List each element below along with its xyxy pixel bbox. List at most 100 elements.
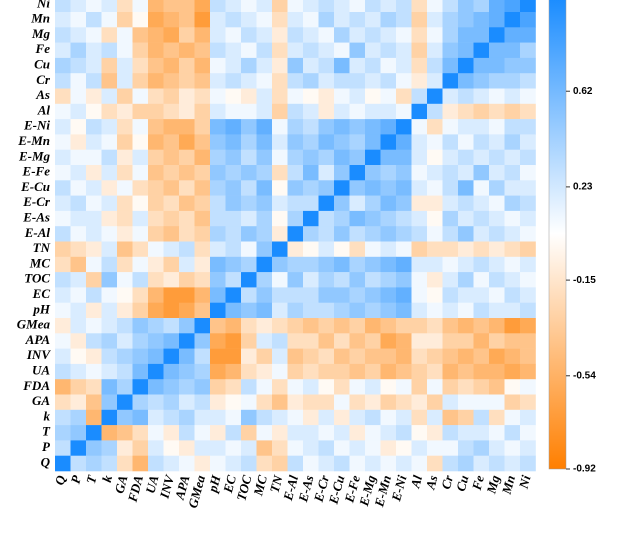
heatmap-cell	[194, 12, 211, 28]
heatmap-cell	[179, 195, 195, 212]
heatmap-cell	[86, 134, 102, 150]
y-tick-label: Mg	[31, 26, 51, 41]
heatmap-cell	[489, 12, 505, 28]
heatmap-cell	[179, 425, 195, 441]
heatmap-cell	[427, 165, 443, 181]
heatmap-cell	[318, 27, 335, 43]
heatmap-cell	[225, 103, 242, 120]
heatmap-cell	[70, 272, 87, 288]
heatmap-cell	[318, 88, 335, 105]
heatmap-cell	[179, 180, 195, 196]
heatmap-cell	[132, 379, 149, 395]
heatmap-cell	[241, 165, 257, 181]
heatmap-cell	[101, 149, 118, 166]
heatmap-cell	[86, 165, 102, 181]
heatmap-cell	[101, 0, 118, 13]
heatmap-cell	[427, 180, 443, 196]
heatmap-cell	[442, 27, 459, 43]
heatmap-cell	[442, 363, 459, 380]
colorbar-tick-label: -0.15	[573, 275, 596, 286]
heatmap-cell	[287, 119, 304, 135]
heatmap-cell	[473, 256, 490, 273]
heatmap-cell	[287, 287, 304, 303]
heatmap-cell	[256, 42, 273, 59]
heatmap-cell	[70, 88, 87, 105]
heatmap-cell	[349, 318, 366, 334]
heatmap-cell	[442, 180, 459, 196]
heatmap-cell	[303, 42, 319, 59]
x-tick-label: Al	[407, 473, 425, 490]
heatmap-cell	[520, 0, 536, 13]
heatmap-cell	[380, 210, 397, 227]
heatmap-cell	[520, 195, 536, 212]
heatmap-cell	[55, 119, 71, 135]
heatmap-cell	[241, 103, 257, 120]
heatmap-cell	[349, 73, 366, 89]
heatmap-cell	[473, 149, 490, 166]
heatmap-cell	[225, 57, 242, 74]
heatmap-cell	[132, 302, 149, 319]
heatmap-cell	[70, 27, 87, 43]
heatmap-cell	[349, 88, 366, 105]
heatmap-cell	[520, 394, 536, 411]
heatmap-cell	[272, 27, 288, 43]
x-tick-label: Mg	[483, 473, 503, 496]
heatmap-cell	[194, 103, 211, 120]
heatmap-cell	[365, 0, 381, 13]
heatmap-cell	[303, 27, 319, 43]
heatmap-cell	[179, 134, 195, 150]
heatmap-cell	[194, 42, 211, 59]
heatmap-cell	[210, 455, 226, 472]
y-tick-label: GMea	[17, 317, 51, 332]
heatmap-cell	[132, 425, 149, 441]
heatmap-cell	[504, 333, 521, 349]
heatmap-cell	[194, 134, 211, 150]
heatmap-cell	[225, 409, 242, 426]
heatmap-cell	[411, 318, 428, 334]
heatmap-cell	[70, 103, 87, 120]
heatmap-cell	[70, 0, 87, 13]
heatmap-cell	[396, 272, 412, 288]
heatmap-cell	[365, 241, 381, 258]
heatmap-cell	[427, 149, 443, 166]
heatmap-cell	[318, 165, 335, 181]
x-tick-label: Fe	[469, 473, 488, 492]
y-tick-label: UA	[32, 363, 50, 378]
heatmap-cell	[148, 165, 164, 181]
heatmap-cell	[442, 210, 459, 227]
heatmap-cell	[86, 210, 102, 227]
heatmap-cell	[489, 287, 505, 303]
heatmap-cell	[70, 409, 87, 426]
heatmap-cell	[442, 440, 459, 456]
heatmap-cell	[101, 302, 118, 319]
heatmap-cell	[380, 73, 397, 89]
heatmap-cell	[179, 363, 195, 380]
heatmap-cell	[272, 302, 288, 319]
heatmap-cell	[241, 348, 257, 365]
heatmap-cell	[396, 318, 412, 334]
heatmap-cell	[504, 73, 521, 89]
heatmap-cell	[86, 363, 102, 380]
heatmap-cell	[210, 195, 226, 212]
heatmap-cell	[287, 57, 304, 74]
heatmap-cell	[210, 134, 226, 150]
heatmap-cell	[411, 348, 428, 365]
heatmap-cell	[117, 73, 133, 89]
heatmap-cell	[148, 210, 164, 227]
heatmap-cell	[163, 379, 180, 395]
heatmap-cell	[520, 149, 536, 166]
heatmap-cell	[225, 226, 242, 242]
heatmap-cell	[55, 103, 71, 120]
heatmap-cell	[256, 455, 273, 472]
heatmap-cell	[210, 440, 226, 456]
heatmap-cell	[411, 256, 428, 273]
heatmap-cell	[194, 287, 211, 303]
heatmap-cell	[256, 119, 273, 135]
y-tick-label: Cu	[34, 57, 50, 72]
heatmap-cell	[194, 348, 211, 365]
heatmap-cell	[70, 394, 87, 411]
heatmap-cell	[241, 287, 257, 303]
y-tick-label: E-As	[22, 210, 50, 225]
heatmap-cell	[132, 348, 149, 365]
heatmap-cell	[256, 73, 273, 89]
